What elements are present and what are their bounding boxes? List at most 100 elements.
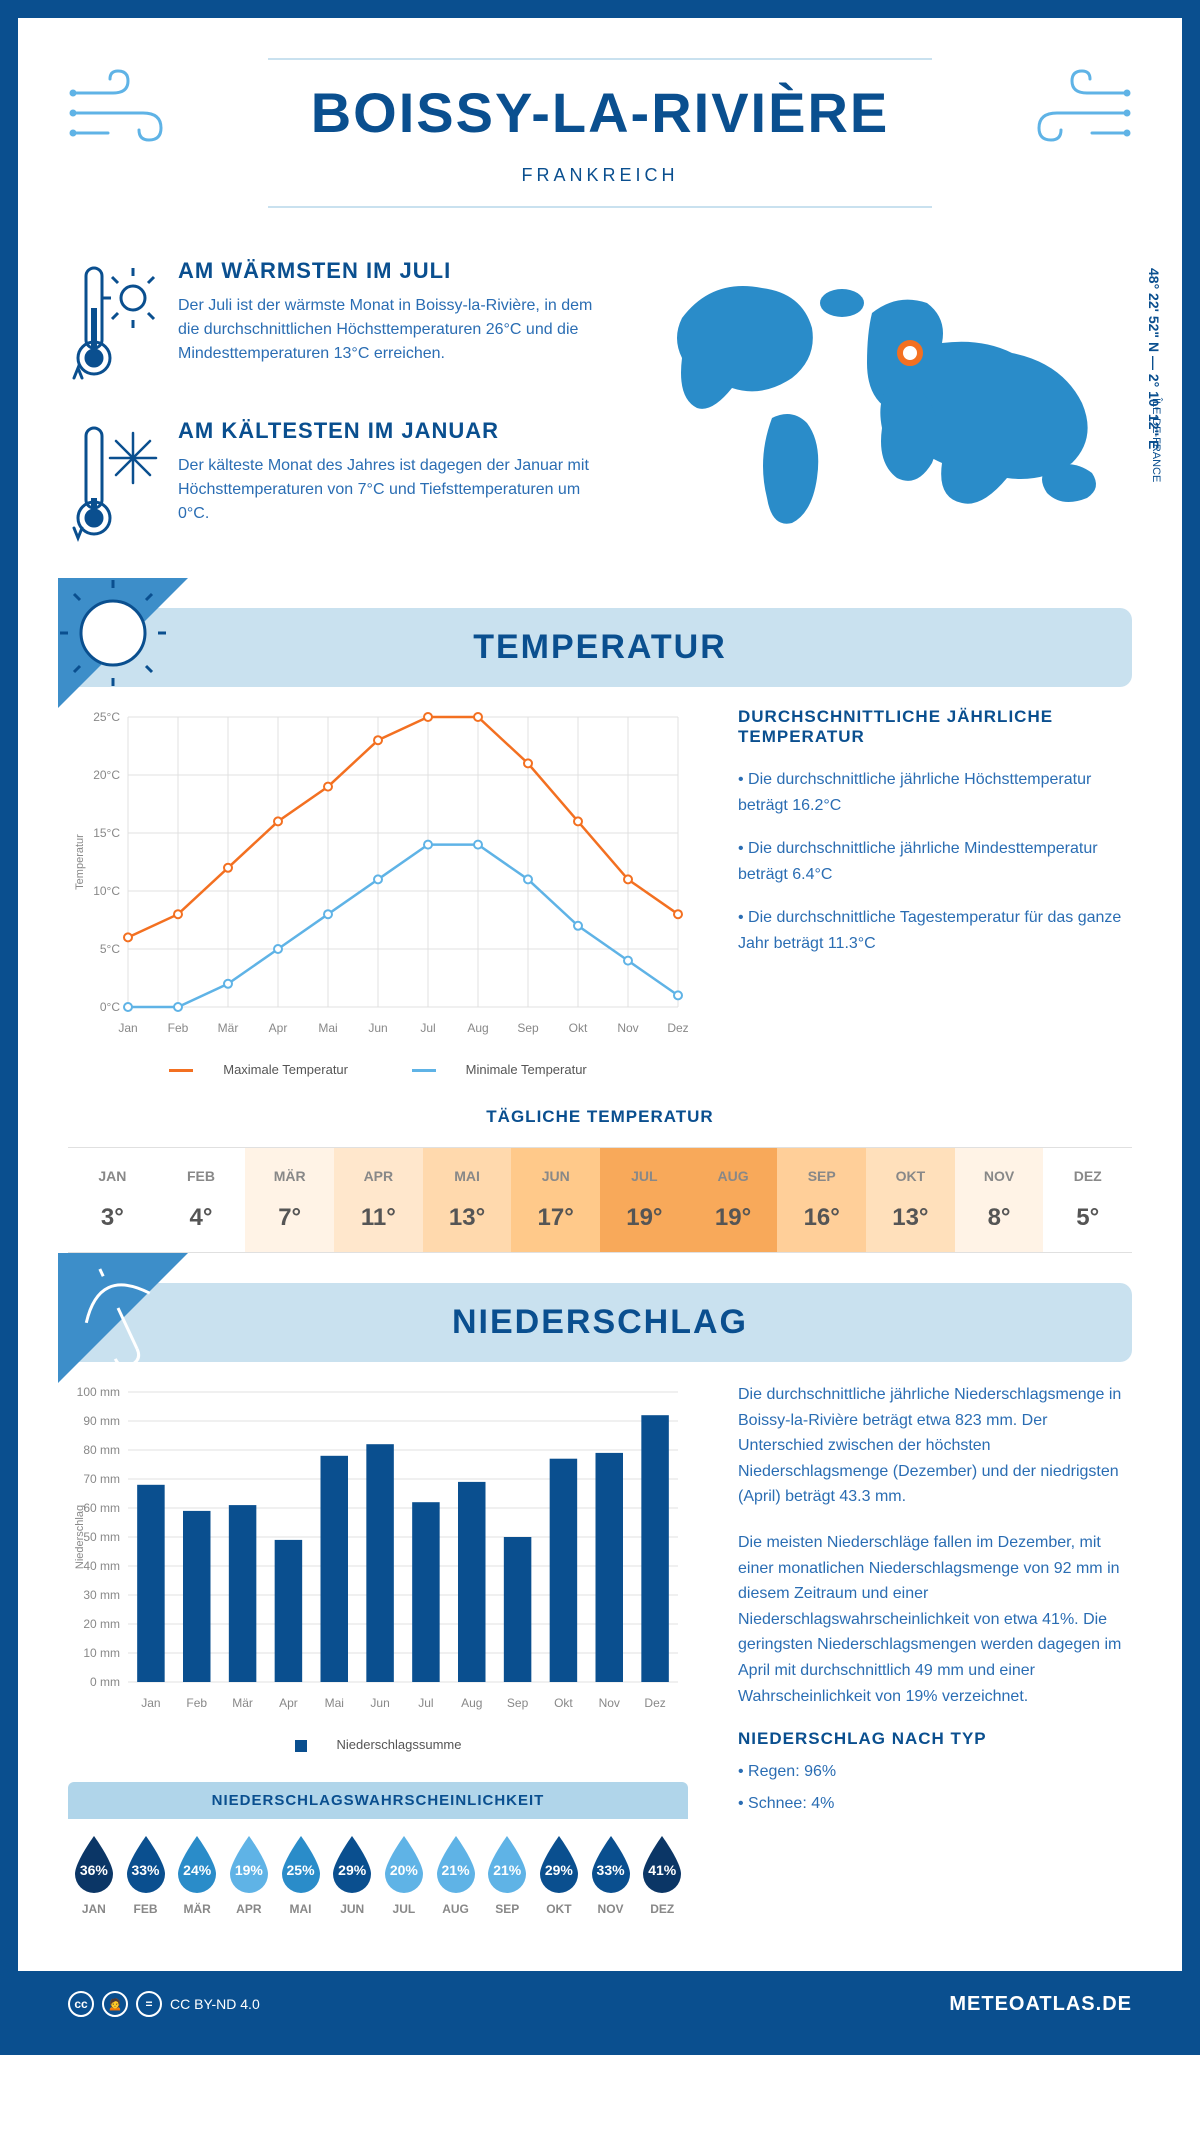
svg-text:Apr: Apr: [269, 1021, 288, 1035]
license-label: CC BY-ND 4.0: [170, 1996, 260, 2012]
precip-prob-cell: 20% JUL: [378, 1819, 430, 1931]
precip-text-2: Die meisten Niederschläge fallen im Deze…: [738, 1530, 1132, 1709]
svg-text:Aug: Aug: [461, 1696, 482, 1710]
precip-prob-cell: 41% DEZ: [636, 1819, 688, 1931]
svg-text:40 mm: 40 mm: [83, 1559, 120, 1573]
precip-prob-cell: 33% NOV: [585, 1819, 637, 1931]
svg-text:50 mm: 50 mm: [83, 1530, 120, 1544]
precip-type-item: • Schnee: 4%: [738, 1791, 1132, 1817]
svg-text:Niederschlag: Niederschlag: [74, 1505, 86, 1569]
map-marker: [900, 343, 920, 363]
daily-temp-cell: SEP16°: [777, 1148, 866, 1252]
wind-icon-right: [1022, 68, 1132, 163]
svg-text:10 mm: 10 mm: [83, 1646, 120, 1660]
daily-temp-cell: APR11°: [334, 1148, 423, 1252]
svg-text:Jul: Jul: [418, 1696, 433, 1710]
svg-text:Jan: Jan: [141, 1696, 160, 1710]
world-map: [652, 258, 1132, 538]
daily-temp-cell: DEZ5°: [1043, 1148, 1132, 1252]
svg-text:10°C: 10°C: [93, 884, 120, 898]
svg-text:60 mm: 60 mm: [83, 1501, 120, 1515]
temp-bullet: • Die durchschnittliche jährliche Mindes…: [738, 836, 1132, 887]
daily-temp-cell: AUG19°: [689, 1148, 778, 1252]
avg-temp-heading: DURCHSCHNITTLICHE JÄHRLICHE TEMPERATUR: [738, 707, 1132, 747]
precip-chart-legend: Niederschlagssumme: [68, 1737, 688, 1752]
daily-temp-cell: MÄR7°: [245, 1148, 334, 1252]
svg-text:15°C: 15°C: [93, 826, 120, 840]
daily-temp-table: JAN3°FEB4°MÄR7°APR11°MAI13°JUN17°JUL19°A…: [68, 1147, 1132, 1253]
svg-text:Mär: Mär: [232, 1696, 253, 1710]
svg-text:Feb: Feb: [186, 1696, 207, 1710]
precip-prob-cell: 36% JAN: [68, 1819, 120, 1931]
daily-temp-cell: MAI13°: [423, 1148, 512, 1252]
temp-bullet: • Die durchschnittliche jährliche Höchst…: [738, 767, 1132, 818]
svg-text:0 mm: 0 mm: [90, 1675, 120, 1689]
warmest-title: AM WÄRMSTEN IM JULI: [178, 258, 598, 284]
precip-prob-cell: 19% APR: [223, 1819, 275, 1931]
precip-type-item: • Regen: 96%: [738, 1759, 1132, 1785]
wind-icon-left: [68, 68, 178, 163]
svg-text:20°C: 20°C: [93, 768, 120, 782]
temperature-heading: TEMPERATUR: [68, 608, 1132, 687]
svg-text:Okt: Okt: [554, 1696, 573, 1710]
daily-temp-cell: OKT13°: [866, 1148, 955, 1252]
svg-text:Dez: Dez: [667, 1021, 688, 1035]
thermometer-snow-icon: [68, 418, 158, 548]
precip-prob-cell: 33% FEB: [120, 1819, 172, 1931]
daily-temp-cell: NOV8°: [955, 1148, 1044, 1252]
precip-prob-table: 36% JAN 33% FEB 24% MÄR 19% APR 25% MAI: [68, 1819, 688, 1931]
svg-text:Jun: Jun: [370, 1696, 389, 1710]
svg-text:0°C: 0°C: [100, 1000, 120, 1014]
by-icon: 🙍: [102, 1991, 128, 2017]
svg-text:Mär: Mär: [218, 1021, 239, 1035]
svg-text:Nov: Nov: [617, 1021, 638, 1035]
country-label: FRANKREICH: [68, 165, 1132, 186]
svg-text:Feb: Feb: [168, 1021, 189, 1035]
svg-text:Jun: Jun: [368, 1021, 387, 1035]
page-title: BOISSY-LA-RIVIÈRE: [68, 80, 1132, 145]
svg-text:Sep: Sep: [517, 1021, 539, 1035]
sun-icon: [58, 578, 198, 727]
temp-chart-legend: Maximale Temperatur Minimale Temperatur: [68, 1062, 688, 1077]
svg-text:5°C: 5°C: [100, 942, 120, 956]
svg-text:Sep: Sep: [507, 1696, 529, 1710]
svg-text:Mai: Mai: [325, 1696, 344, 1710]
svg-text:20 mm: 20 mm: [83, 1617, 120, 1631]
svg-text:Mai: Mai: [318, 1021, 337, 1035]
thermometer-sun-icon: [68, 258, 158, 388]
cc-icon: cc: [68, 1991, 94, 2017]
nd-icon: =: [136, 1991, 162, 2017]
coldest-title: AM KÄLTESTEN IM JANUAR: [178, 418, 598, 444]
precip-prob-cell: 29% JUN: [326, 1819, 378, 1931]
warmest-block: AM WÄRMSTEN IM JULI Der Juli ist der wär…: [68, 258, 612, 388]
svg-text:80 mm: 80 mm: [83, 1443, 120, 1457]
precipitation-heading: NIEDERSCHLAG: [68, 1283, 1132, 1362]
umbrella-icon: [58, 1253, 198, 1402]
precip-prob-cell: 21% SEP: [481, 1819, 533, 1931]
footer: cc 🙍 = CC BY-ND 4.0 METEOATLAS.DE: [18, 1971, 1182, 2037]
svg-text:Apr: Apr: [279, 1696, 298, 1710]
precip-type-heading: NIEDERSCHLAG NACH TYP: [738, 1729, 1132, 1749]
temperature-line-chart: 0°C5°C10°C15°C20°C25°CJanFebMärAprMaiJun…: [68, 707, 688, 1047]
precipitation-bar-chart: 0 mm 10 mm 20 mm 30 mm 40 mm 50 mm 60 mm 70 mm 8…: [68, 1382, 688, 1722]
svg-text:70 mm: 70 mm: [83, 1472, 120, 1486]
svg-text:Nov: Nov: [599, 1696, 620, 1710]
warmest-text: Der Juli ist der wärmste Monat in Boissy…: [178, 294, 598, 366]
daily-temp-cell: JUL19°: [600, 1148, 689, 1252]
svg-text:Jan: Jan: [118, 1021, 137, 1035]
header: BOISSY-LA-RIVIÈRE FRANKREICH: [68, 48, 1132, 238]
coldest-block: AM KÄLTESTEN IM JANUAR Der kälteste Mona…: [68, 418, 612, 548]
temp-bullet: • Die durchschnittliche Tagestemperatur …: [738, 905, 1132, 956]
svg-text:Temperatur: Temperatur: [74, 834, 86, 890]
daily-temp-heading: TÄGLICHE TEMPERATUR: [68, 1107, 1132, 1127]
site-label: METEOATLAS.DE: [949, 1993, 1132, 2016]
precip-prob-cell: 29% OKT: [533, 1819, 585, 1931]
region-label: ÎLE-DE-FRANCE: [1150, 398, 1162, 482]
daily-temp-cell: FEB4°: [157, 1148, 246, 1252]
precip-text-1: Die durchschnittliche jährliche Niedersc…: [738, 1382, 1132, 1510]
svg-text:30 mm: 30 mm: [83, 1588, 120, 1602]
svg-text:Okt: Okt: [569, 1021, 588, 1035]
svg-text:Jul: Jul: [420, 1021, 435, 1035]
precip-prob-heading: NIEDERSCHLAGSWAHRSCHEINLICHKEIT: [68, 1782, 688, 1819]
precip-prob-cell: 21% AUG: [430, 1819, 482, 1931]
